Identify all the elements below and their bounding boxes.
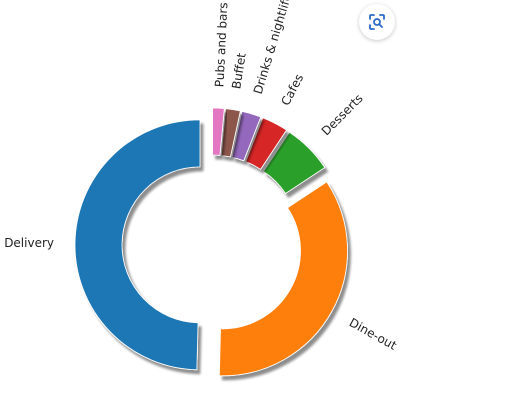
slice-label-delivery: Delivery	[4, 236, 54, 250]
slice-dine-out	[218, 181, 348, 377]
slice-label-cafes: Cafes	[278, 72, 306, 108]
lens-search-button[interactable]	[359, 4, 395, 40]
slice-buffet	[220, 108, 241, 158]
slice-desserts	[262, 131, 326, 195]
slice-delivery	[74, 119, 201, 371]
slices-group	[74, 107, 348, 377]
slice-label-pubs-and-bars: Pubs and bars	[212, 2, 230, 87]
slice-label-desserts: Desserts	[319, 91, 366, 138]
lens-search-icon	[369, 14, 385, 30]
slice-label-dine-out: Dine-out	[347, 315, 399, 352]
slice-pubs-and-bars	[212, 107, 225, 156]
slice-cafes	[245, 117, 288, 170]
slice-drinks-nightlife	[231, 110, 262, 162]
slice-label-buffet: Buffet	[229, 52, 248, 90]
